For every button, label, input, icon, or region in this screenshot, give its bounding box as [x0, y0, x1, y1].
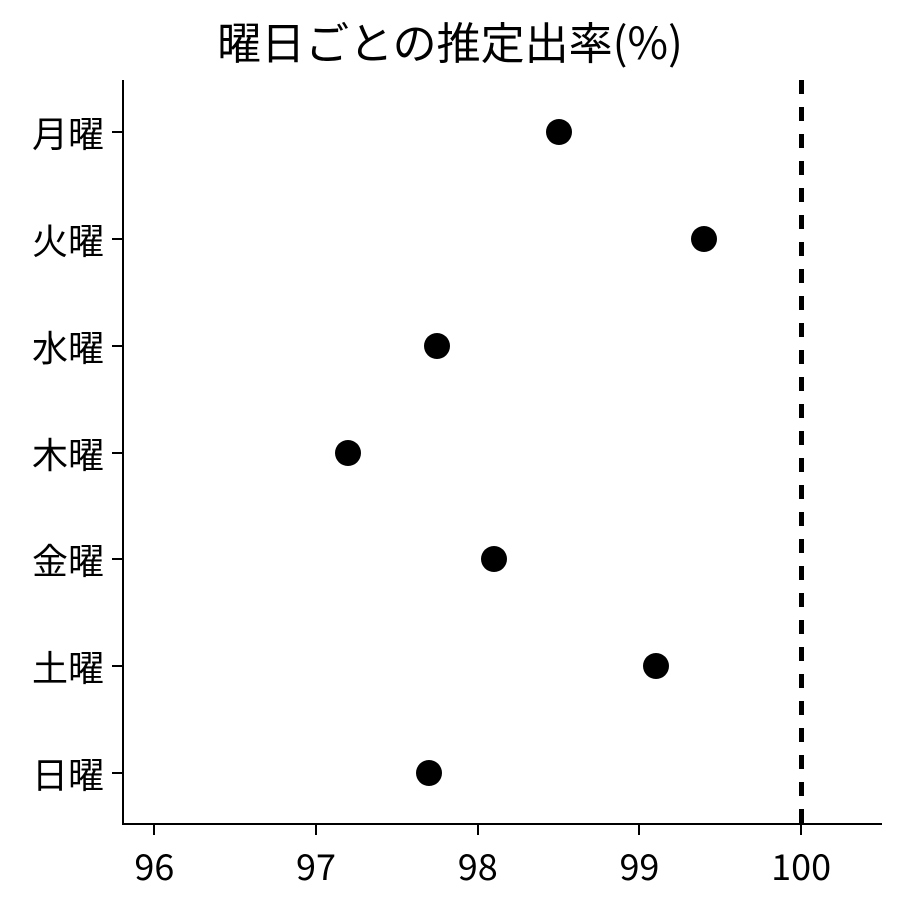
- y-tick: [112, 131, 122, 133]
- y-tick: [112, 345, 122, 347]
- x-tick-label: 99: [619, 839, 659, 891]
- x-tick: [477, 825, 479, 835]
- y-tick: [112, 665, 122, 667]
- x-tick-label: 96: [134, 839, 174, 891]
- y-tick-label: 金曜: [32, 533, 104, 585]
- x-tick: [638, 825, 640, 835]
- x-tick: [800, 825, 802, 835]
- y-tick-label: 日曜: [32, 747, 104, 799]
- y-tick-label: 土曜: [32, 640, 104, 692]
- x-tick-label: 98: [458, 839, 498, 891]
- y-tick-label: 木曜: [32, 427, 104, 479]
- data-marker: [643, 653, 669, 679]
- y-axis-line: [122, 80, 124, 825]
- x-tick: [153, 825, 155, 835]
- data-marker: [546, 119, 572, 145]
- plot-area: 96979899100月曜火曜水曜木曜金曜土曜日曜: [122, 80, 882, 825]
- data-marker: [481, 546, 507, 572]
- y-tick: [112, 558, 122, 560]
- y-tick: [112, 452, 122, 454]
- chart-title: 曜日ごとの推定出率(%): [0, 8, 900, 72]
- data-marker: [416, 760, 442, 786]
- x-tick-label: 97: [296, 839, 336, 891]
- x-tick: [315, 825, 317, 835]
- x-axis-line: [122, 823, 882, 825]
- data-marker: [424, 333, 450, 359]
- y-tick-label: 月曜: [32, 106, 104, 158]
- y-tick: [112, 772, 122, 774]
- y-tick-label: 水曜: [32, 320, 104, 372]
- data-marker: [335, 440, 361, 466]
- y-tick-label: 火曜: [32, 213, 104, 265]
- chart-container: 曜日ごとの推定出率(%) 96979899100月曜火曜水曜木曜金曜土曜日曜: [0, 0, 900, 900]
- x-tick-label: 100: [771, 839, 831, 891]
- data-marker: [691, 226, 717, 252]
- y-tick: [112, 238, 122, 240]
